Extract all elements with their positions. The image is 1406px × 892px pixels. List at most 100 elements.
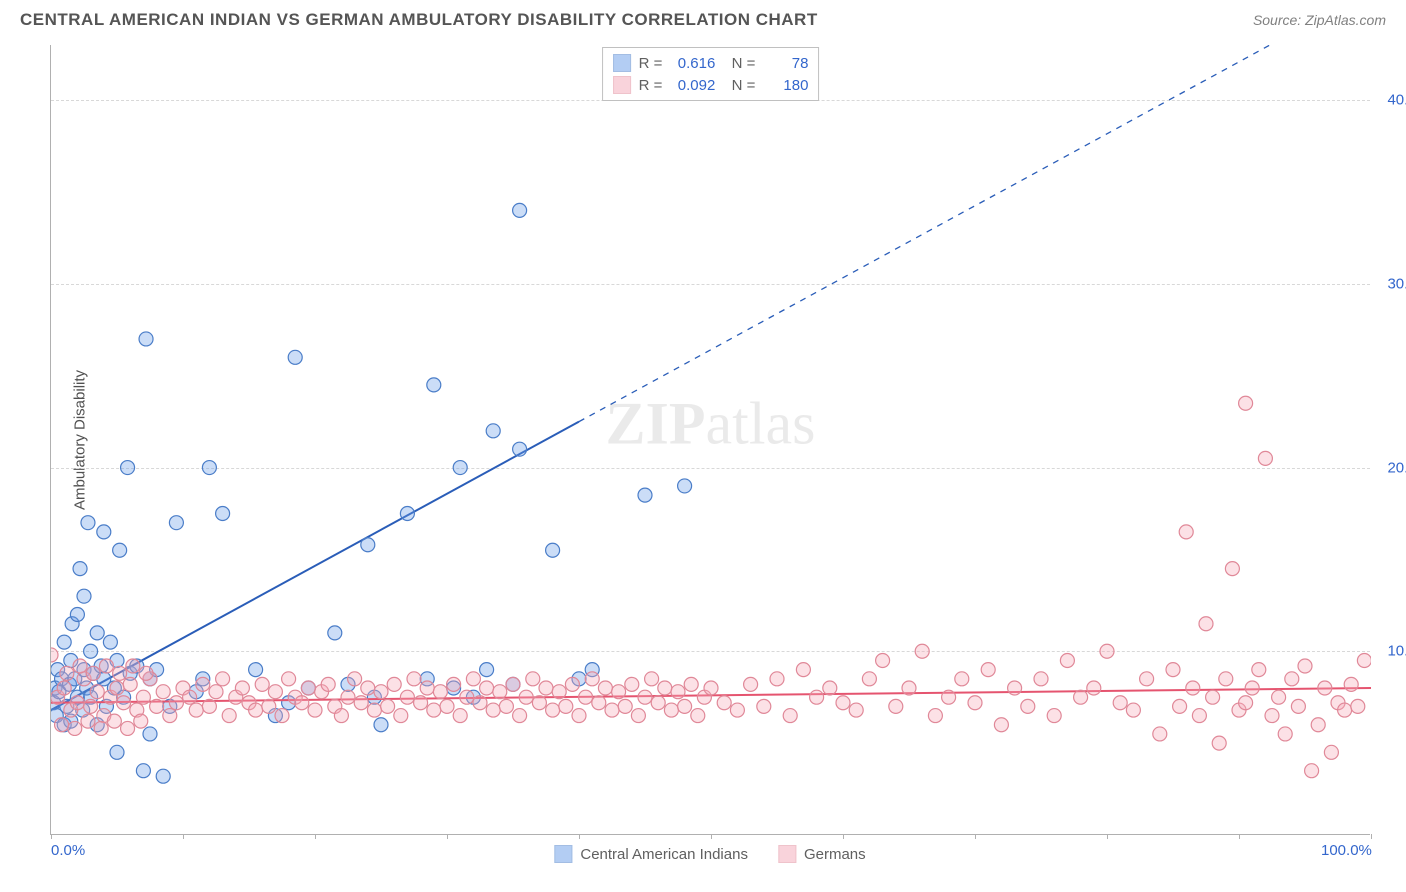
data-point bbox=[407, 672, 421, 686]
data-point bbox=[513, 203, 527, 217]
series-legend: Central American IndiansGermans bbox=[554, 845, 865, 863]
data-point bbox=[81, 714, 95, 728]
data-point bbox=[1265, 709, 1279, 723]
data-point bbox=[565, 677, 579, 691]
x-tick-mark bbox=[447, 834, 448, 839]
data-point bbox=[367, 703, 381, 717]
legend-r-label: R = bbox=[639, 55, 663, 72]
data-point bbox=[796, 663, 810, 677]
data-point bbox=[981, 663, 995, 677]
data-point bbox=[134, 714, 148, 728]
correlation-legend: R =0.616 N =78R =0.092 N =180 bbox=[602, 47, 820, 101]
data-point bbox=[592, 696, 606, 710]
data-point bbox=[321, 677, 335, 691]
data-point bbox=[691, 709, 705, 723]
data-point bbox=[94, 721, 108, 735]
data-point bbox=[955, 672, 969, 686]
data-point bbox=[107, 714, 121, 728]
data-point bbox=[1060, 653, 1074, 667]
data-point bbox=[552, 685, 566, 699]
data-point bbox=[334, 709, 348, 723]
data-point bbox=[625, 677, 639, 691]
data-point bbox=[414, 696, 428, 710]
data-point bbox=[1324, 745, 1338, 759]
data-point bbox=[453, 709, 467, 723]
data-point bbox=[968, 696, 982, 710]
data-point bbox=[202, 461, 216, 475]
data-point bbox=[532, 696, 546, 710]
data-point bbox=[942, 690, 956, 704]
data-point bbox=[447, 677, 461, 691]
x-tick-mark bbox=[1107, 834, 1108, 839]
data-point bbox=[645, 672, 659, 686]
legend-r-value: 0.092 bbox=[670, 77, 715, 94]
data-point bbox=[113, 543, 127, 557]
data-point bbox=[671, 685, 685, 699]
data-point bbox=[73, 562, 87, 576]
legend-n-value: 78 bbox=[763, 55, 808, 72]
data-point bbox=[1225, 562, 1239, 576]
data-point bbox=[1219, 672, 1233, 686]
data-point bbox=[282, 672, 296, 686]
data-point bbox=[209, 685, 223, 699]
data-point bbox=[222, 709, 236, 723]
data-point bbox=[757, 699, 771, 713]
data-point bbox=[704, 681, 718, 695]
y-tick-label: 10.0% bbox=[1375, 643, 1406, 660]
data-point bbox=[1199, 617, 1213, 631]
y-tick-label: 20.0% bbox=[1375, 459, 1406, 476]
plot-area: ZIPatlas R =0.616 N =78R =0.092 N =180 0… bbox=[50, 45, 1370, 835]
x-tick-mark bbox=[843, 834, 844, 839]
data-point bbox=[862, 672, 876, 686]
data-point bbox=[84, 644, 98, 658]
data-point bbox=[770, 672, 784, 686]
data-point bbox=[420, 681, 434, 695]
data-point bbox=[275, 709, 289, 723]
data-point bbox=[1298, 659, 1312, 673]
data-point bbox=[150, 699, 164, 713]
x-tick-mark bbox=[51, 834, 52, 839]
data-point bbox=[539, 681, 553, 695]
data-point bbox=[546, 703, 560, 717]
data-point bbox=[1212, 736, 1226, 750]
series-legend-label: Central American Indians bbox=[580, 846, 748, 863]
legend-swatch bbox=[613, 54, 631, 72]
x-tick-mark bbox=[1239, 834, 1240, 839]
data-point bbox=[341, 690, 355, 704]
data-point bbox=[651, 696, 665, 710]
data-point bbox=[1272, 690, 1286, 704]
data-point bbox=[156, 769, 170, 783]
data-point bbox=[196, 677, 210, 691]
source-attribution: Source: ZipAtlas.com bbox=[1253, 12, 1386, 28]
data-point bbox=[889, 699, 903, 713]
data-point bbox=[103, 635, 117, 649]
data-point bbox=[1047, 709, 1061, 723]
data-point bbox=[1008, 681, 1022, 695]
chart-title: CENTRAL AMERICAN INDIAN VS GERMAN AMBULA… bbox=[20, 10, 818, 30]
data-point bbox=[394, 709, 408, 723]
data-point bbox=[585, 672, 599, 686]
data-point bbox=[902, 681, 916, 695]
data-point bbox=[605, 703, 619, 717]
legend-n-label: N = bbox=[723, 77, 755, 94]
data-point bbox=[1192, 709, 1206, 723]
series-legend-item: Central American Indians bbox=[554, 845, 748, 863]
data-point bbox=[427, 378, 441, 392]
data-point bbox=[1166, 663, 1180, 677]
x-tick-mark bbox=[711, 834, 712, 839]
data-point bbox=[216, 506, 230, 520]
data-point bbox=[169, 516, 183, 530]
legend-n-value: 180 bbox=[763, 77, 808, 94]
legend-r-label: R = bbox=[639, 77, 663, 94]
data-point bbox=[493, 685, 507, 699]
data-point bbox=[1318, 681, 1332, 695]
legend-row: R = 0.092 N = 180 bbox=[613, 74, 809, 96]
data-point bbox=[1173, 699, 1187, 713]
data-point bbox=[156, 685, 170, 699]
data-point bbox=[117, 696, 131, 710]
data-point bbox=[90, 685, 104, 699]
data-point bbox=[288, 350, 302, 364]
data-point bbox=[1140, 672, 1154, 686]
data-point bbox=[57, 635, 71, 649]
data-point bbox=[559, 699, 573, 713]
